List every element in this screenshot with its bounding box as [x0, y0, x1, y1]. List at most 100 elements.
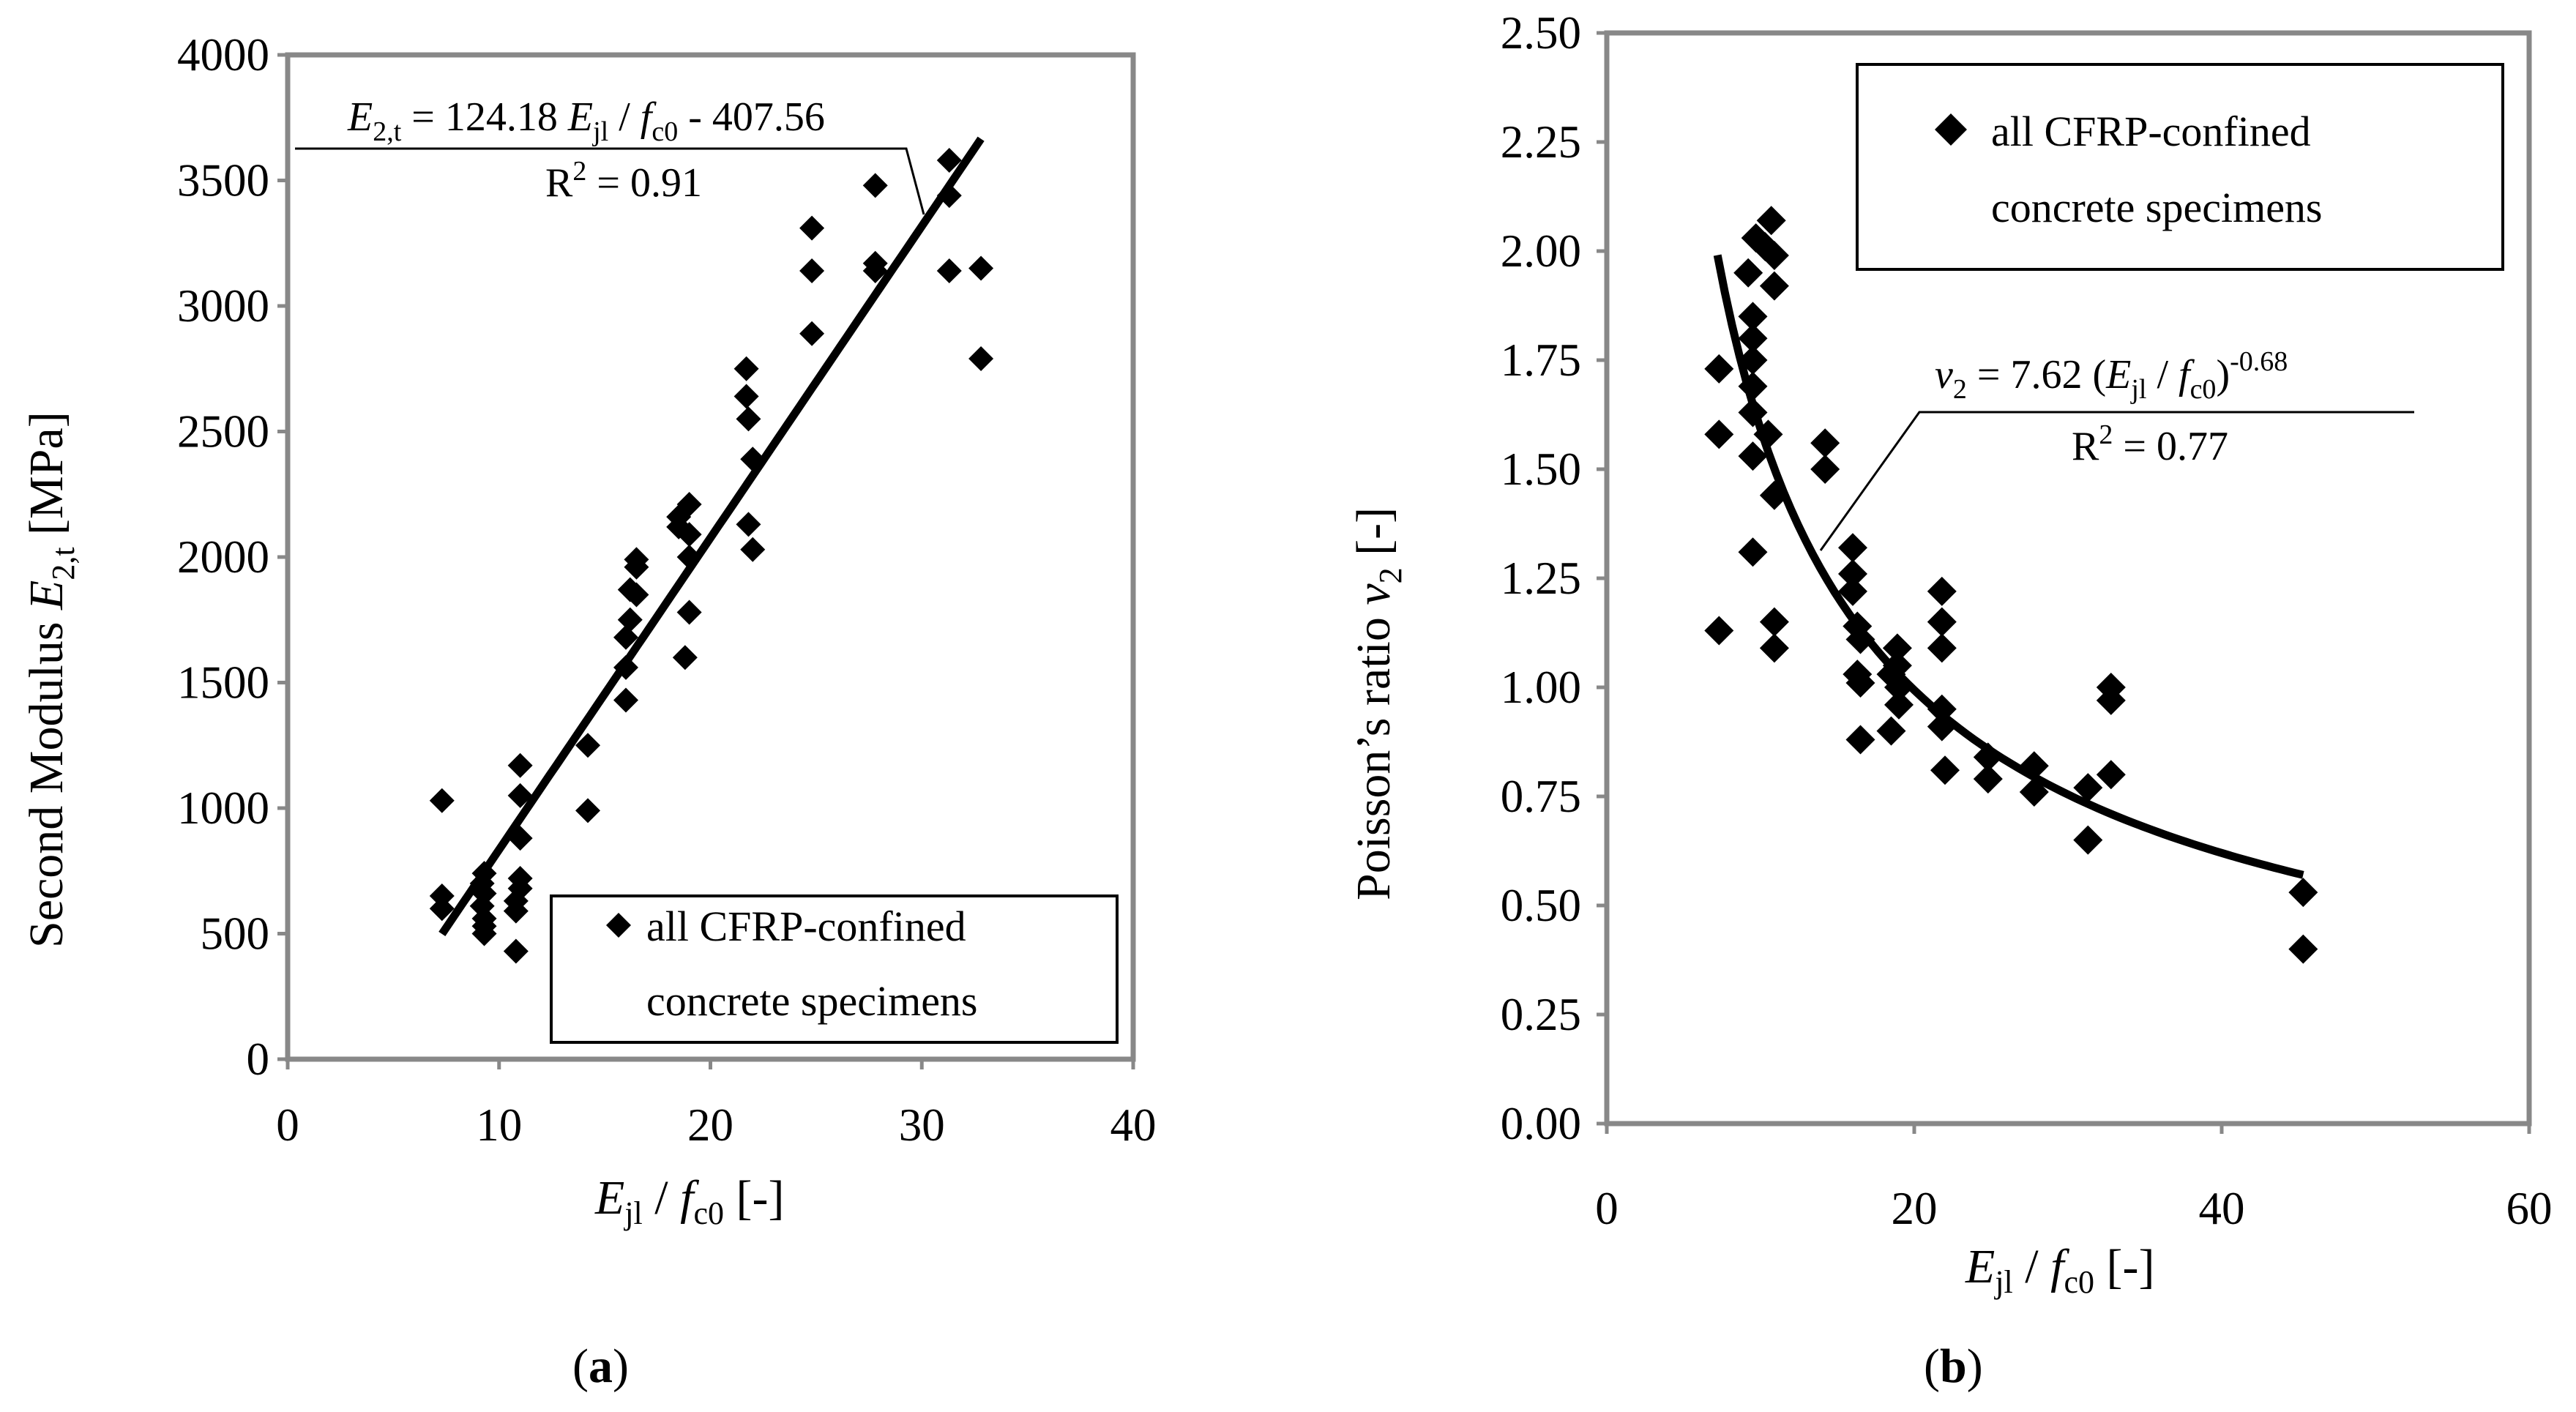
fit-line-a — [438, 136, 985, 936]
panel-a: 0 500 1000 1500 2000 2500 3000 3500 4000 0 10 20 30… — [20, 29, 1157, 1393]
data-point — [676, 491, 702, 517]
y-tick-label: 0.00 — [1501, 1098, 1581, 1149]
legend-marker-a — [606, 913, 631, 938]
fit-line-b — [1713, 254, 2304, 879]
y-axis-label-a: Second Modulus E2,t [MPa] — [20, 411, 81, 948]
x-tick-label: 40 — [2199, 1183, 2245, 1234]
data-point — [507, 752, 533, 778]
data-point — [1845, 624, 1875, 654]
panel-b: 0.00 0.25 0.50 0.75 1.00 1.25 1.50 1.75 2.00 2.25… — [1347, 7, 2553, 1393]
data-point — [1759, 240, 1789, 270]
x-tick-label: 20 — [687, 1099, 733, 1151]
data-point — [575, 733, 601, 758]
data-point — [936, 258, 962, 283]
y-tick-label: 2500 — [177, 406, 269, 457]
data-point — [1876, 716, 1906, 746]
data-point — [1884, 690, 1914, 720]
y-tick-label: 0.50 — [1501, 880, 1581, 931]
data-point — [676, 522, 702, 548]
y-ticks-b: 0.00 0.25 0.50 0.75 1.00 1.25 1.50 1.75 2.00 2.25… — [1501, 7, 1607, 1149]
data-point — [1845, 668, 1875, 698]
y-tick-label: 2000 — [177, 531, 269, 583]
points-b — [1704, 206, 2318, 964]
data-point — [2073, 773, 2103, 803]
equation-leader-b — [1819, 411, 2414, 551]
data-point — [1927, 607, 1957, 637]
y-tick-label: 0.75 — [1501, 771, 1581, 822]
data-point — [1738, 537, 1768, 567]
data-point — [624, 582, 649, 608]
data-point — [624, 547, 649, 572]
data-point — [613, 687, 638, 713]
data-point — [1704, 616, 1734, 646]
y-tick-label: 1.00 — [1501, 662, 1581, 713]
data-point — [1845, 725, 1875, 755]
data-point — [617, 607, 643, 632]
x-tick-label: 10 — [476, 1099, 522, 1151]
legend-line2-a: concrete specimens — [646, 977, 978, 1025]
x-ticks-a: 0 10 20 30 40 — [276, 1059, 1157, 1151]
data-point — [799, 215, 825, 241]
data-point — [575, 798, 601, 823]
x-tick-label: 20 — [1892, 1183, 1938, 1234]
data-point — [1882, 633, 1912, 663]
data-point — [1738, 302, 1768, 332]
equation-a: E2,t = 124.18 Ejl / fc0 - 407.56 — [347, 94, 825, 147]
y-tick-label: 2.50 — [1501, 7, 1581, 59]
data-point — [740, 537, 766, 562]
data-point — [1882, 651, 1912, 681]
data-point — [2096, 685, 2126, 715]
data-point — [429, 884, 455, 909]
data-point — [672, 645, 698, 670]
legend-line2-b: concrete specimens — [1991, 184, 2323, 231]
equation-leader-a — [295, 147, 925, 215]
data-point — [507, 782, 533, 808]
y-tick-label: 0.25 — [1501, 989, 1581, 1040]
data-point — [613, 624, 638, 650]
eq-a-f-sub: c0 — [652, 116, 678, 147]
equation-b: ν2 = 7.62 (Ejl / fc0)-0.68 — [1935, 346, 2288, 405]
data-point — [1759, 633, 1789, 663]
x-tick-label: 0 — [1595, 1183, 1619, 1234]
data-point — [2288, 878, 2318, 908]
x-tick-label: 30 — [899, 1099, 945, 1151]
eq-a-lhs-sub: 2,t — [373, 116, 402, 147]
x-tick-label: 60 — [2506, 1183, 2553, 1234]
y-tick-label: 4000 — [177, 29, 269, 81]
eq-a-lhs: E — [347, 94, 373, 140]
data-point — [1738, 441, 1768, 471]
eq-a-e-sub: jl — [591, 116, 608, 147]
data-point — [733, 356, 759, 381]
data-point — [968, 255, 994, 281]
y-tick-label: 1.50 — [1501, 444, 1581, 495]
y-tick-label: 500 — [201, 908, 270, 960]
data-point — [936, 148, 962, 173]
data-point — [2073, 825, 2103, 855]
legend-line1-a: all CFRP-confined — [646, 903, 966, 950]
y-axis-label-b: Poisson’s ratio ν2 [-] — [1347, 507, 1408, 900]
x-axis-label-a: Ejl / fc0 [-] — [594, 1171, 784, 1231]
y-tick-label: 0 — [247, 1034, 270, 1085]
data-point — [1838, 559, 1867, 589]
caption-b: (b) — [1924, 1340, 1983, 1393]
x-tick-label: 40 — [1110, 1099, 1157, 1151]
data-point — [862, 258, 888, 283]
points-a — [429, 148, 994, 964]
data-point — [1838, 533, 1867, 563]
x-axis-label-b: Ejl / fc0 [-] — [1965, 1240, 2154, 1300]
eq-a-slash: / — [608, 94, 641, 140]
data-point — [2096, 760, 2126, 790]
data-point — [1927, 633, 1957, 663]
data-point — [1704, 419, 1734, 449]
data-point — [733, 384, 759, 409]
y-tick-label: 1500 — [177, 657, 269, 709]
legend-line1-b: all CFRP-confined — [1991, 108, 2311, 155]
data-point — [1756, 206, 1786, 236]
eq-a-tail: - 407.56 — [678, 94, 825, 140]
legend-b: all CFRP-confined concrete specimens — [1856, 63, 2504, 271]
data-point — [1759, 607, 1789, 637]
y-tick-label: 1.75 — [1501, 335, 1581, 386]
data-point — [736, 406, 761, 432]
data-point — [1927, 576, 1957, 606]
